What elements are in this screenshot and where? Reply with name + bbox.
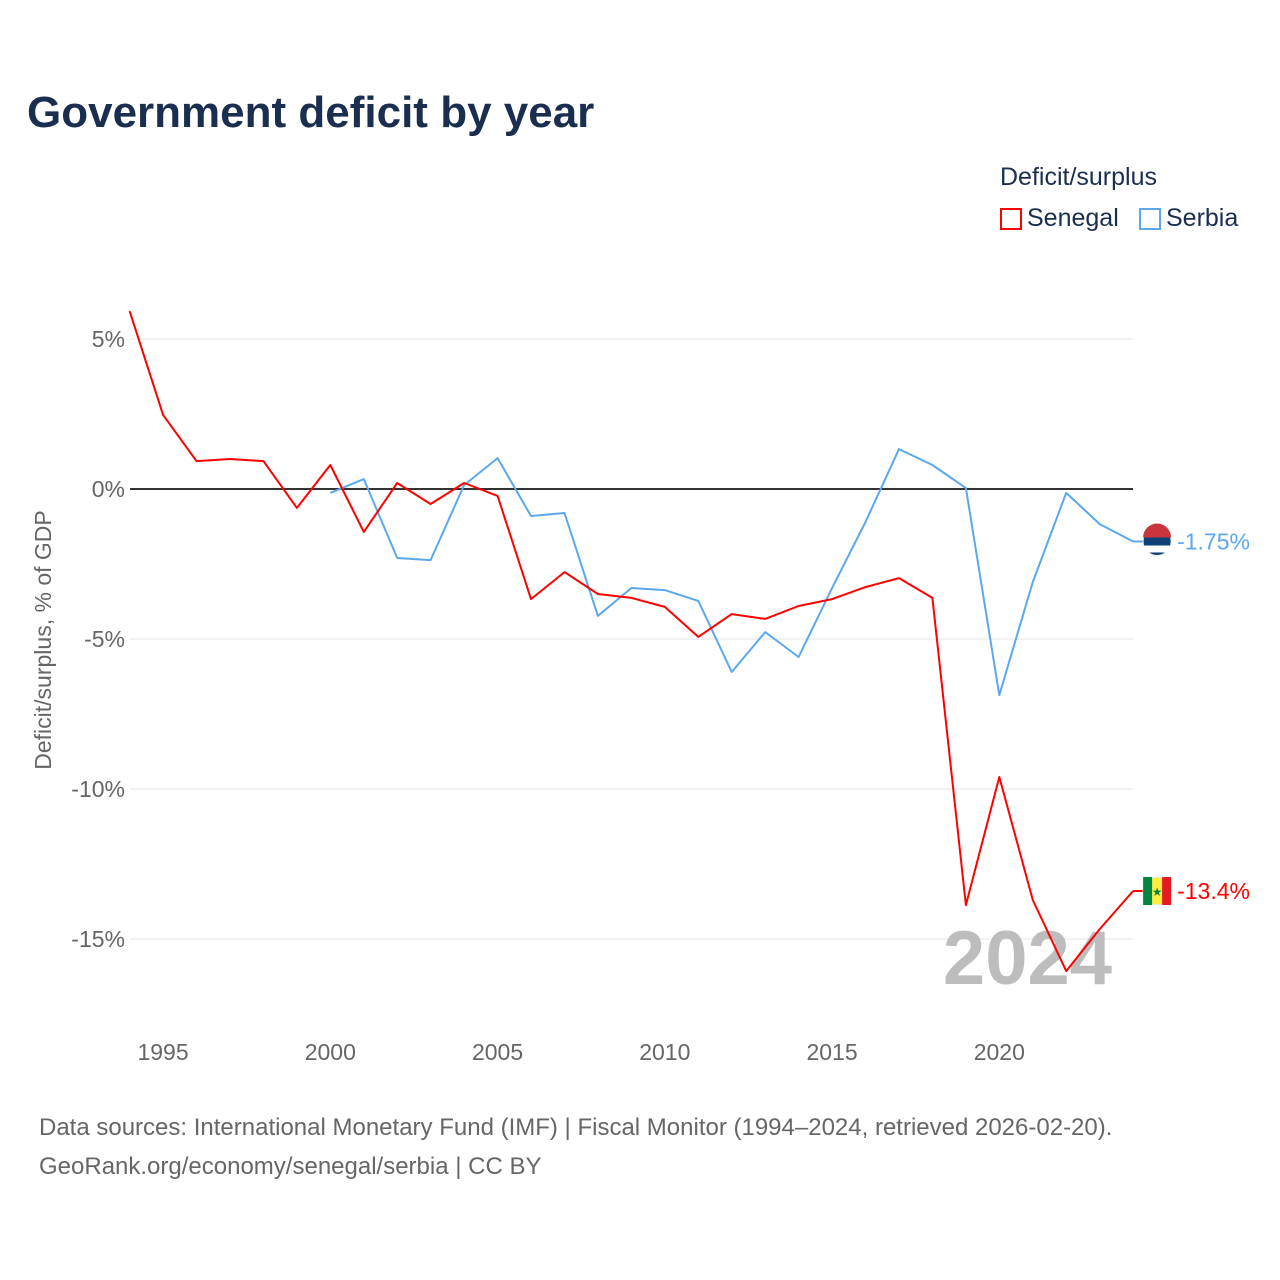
x-tick-label: 2000	[305, 1039, 356, 1065]
source-line: Data sources: International Monetary Fun…	[39, 1114, 1113, 1141]
y-tick-label: 0%	[92, 476, 125, 502]
flag-stripe	[1143, 877, 1153, 905]
end-value-label: -13.4%	[1177, 878, 1250, 904]
y-tick-label: 5%	[92, 326, 125, 352]
legend-item-serbia[interactable]: Serbia	[1139, 204, 1238, 233]
x-tick-label: 2010	[639, 1039, 690, 1065]
legend-label: Senegal	[1027, 204, 1119, 232]
x-tick-label: 1995	[137, 1039, 188, 1065]
legend-item-senegal[interactable]: Senegal	[1000, 204, 1119, 233]
flag-stripe	[1162, 877, 1172, 905]
legend-title: Deficit/surplus	[1000, 163, 1157, 191]
flag-stripe	[1143, 545, 1172, 553]
y-axis-title: Deficit/surplus, % of GDP	[30, 510, 56, 769]
legend-swatch	[1000, 207, 1022, 230]
y-tick-label: -15%	[71, 926, 125, 952]
x-tick-label: 2015	[806, 1039, 857, 1065]
source-link[interactable]: GeoRank.org/economy/senegal/serbia | CC …	[39, 1153, 542, 1180]
y-tick-label: -5%	[84, 626, 125, 652]
source-note: Data sources: International Monetary Fun…	[39, 1108, 1112, 1186]
series-line-senegal	[128, 310, 1134, 973]
y-tick-label: -10%	[71, 776, 125, 802]
chart-title: Government deficit by year	[27, 88, 595, 137]
year-watermark: 2024	[943, 916, 1112, 1001]
flag-stripe	[1143, 523, 1172, 538]
legend-label: Serbia	[1166, 204, 1239, 232]
series-line-serbia	[329, 448, 1134, 697]
legend-swatch	[1139, 207, 1161, 230]
flag-star: ★	[1152, 885, 1163, 899]
end-value-label: -1.75%	[1177, 529, 1250, 555]
x-tick-label: 2020	[974, 1039, 1025, 1065]
x-tick-label: 2005	[472, 1039, 523, 1065]
